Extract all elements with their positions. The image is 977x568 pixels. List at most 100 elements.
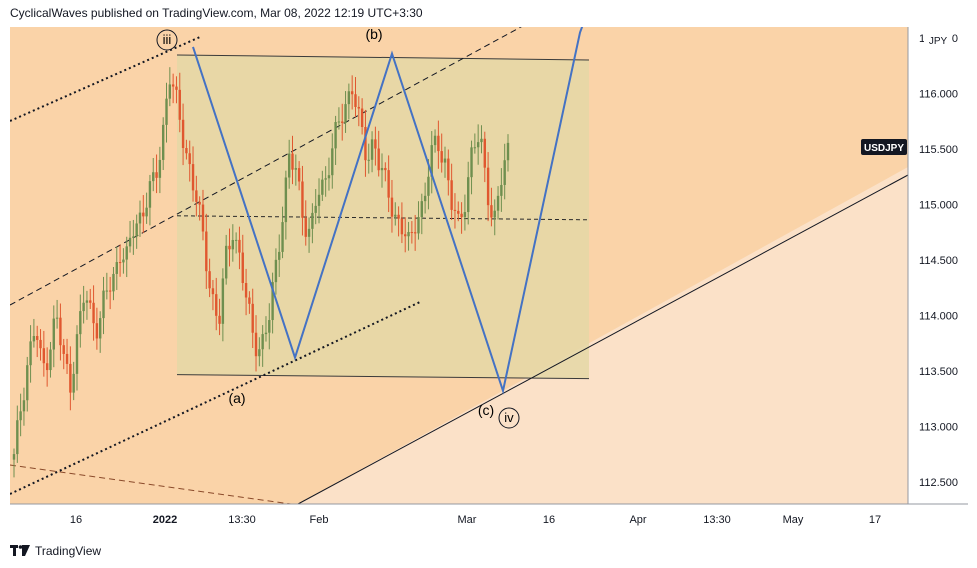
candle-body (185, 147, 188, 154)
candle (327, 157, 331, 191)
candle (145, 192, 148, 224)
candle (430, 131, 433, 194)
candle (148, 174, 152, 226)
candle-body (490, 205, 493, 218)
y-tick-label: 116.000 (919, 89, 958, 101)
candle-body (297, 168, 301, 182)
candle-body (244, 283, 248, 298)
candle-body (241, 252, 244, 284)
candle-body (92, 302, 95, 324)
candle-body (324, 178, 327, 180)
candle-body (291, 153, 294, 170)
candle (26, 356, 29, 412)
candle-body (321, 179, 324, 195)
candle (208, 258, 211, 298)
candle-body (284, 177, 288, 223)
candle (420, 193, 423, 235)
candle-body (155, 172, 158, 178)
candle-body (281, 222, 284, 252)
candle (264, 316, 268, 342)
candle (16, 405, 19, 463)
candle-body (400, 218, 404, 235)
candle (460, 202, 463, 234)
candle (158, 146, 162, 194)
candle (450, 163, 453, 220)
x-tick-label: May (783, 514, 804, 526)
candle-body (304, 217, 307, 237)
candle-body (380, 167, 384, 171)
candle (19, 393, 22, 437)
candle-body (404, 234, 407, 237)
candle-body (39, 339, 42, 349)
range-box-fill (177, 54, 589, 379)
usdjpy-chart[interactable]: iii(b)(a)(c)iv 116.500116.000115.500115.… (9, 18, 968, 534)
candle-body (307, 228, 311, 237)
candle (39, 329, 42, 361)
candle (85, 290, 89, 320)
candle-body (274, 259, 278, 283)
range-box-midline (176, 215, 590, 221)
candle-body (108, 290, 112, 292)
candle-body (148, 181, 152, 208)
candle-body (49, 349, 52, 371)
candle-body (493, 210, 496, 218)
candle-body (347, 91, 351, 105)
candle (360, 98, 364, 135)
candle (437, 120, 440, 169)
candle (407, 221, 410, 251)
wave-label-c: (c) (478, 402, 494, 418)
candle (331, 133, 334, 189)
candle (32, 318, 36, 348)
x-tick-label: Apr (629, 514, 646, 526)
candle (354, 77, 357, 118)
candle (244, 268, 248, 316)
candle (12, 448, 16, 478)
candle (79, 294, 82, 348)
candle (99, 311, 102, 353)
candle-body (12, 454, 16, 460)
candle (29, 325, 32, 383)
publisher-header: CyclicalWaves published on TradingView.c… (10, 6, 423, 20)
candle (447, 149, 450, 196)
candle (443, 146, 447, 178)
candle-body (32, 336, 36, 342)
candle (102, 276, 105, 335)
candle-body (390, 197, 394, 217)
y-tick-label: 112.500 (919, 477, 958, 489)
candle-body (42, 348, 46, 364)
axes: 116.500116.000115.500115.000114.500114.0… (10, 27, 968, 534)
candle (155, 154, 158, 194)
candle (404, 217, 407, 253)
candle-body (427, 176, 430, 196)
candle (231, 224, 235, 262)
candle (341, 103, 344, 141)
candle-body (447, 158, 450, 181)
candle-body (271, 282, 274, 321)
candle-body (168, 84, 172, 99)
candle-body (334, 122, 337, 149)
candle (95, 307, 99, 350)
candle-body (350, 91, 354, 95)
wave-zigzag (192, 18, 586, 395)
candle (284, 170, 288, 240)
price-axis-bg (908, 27, 968, 504)
candle (118, 244, 122, 277)
candle (347, 83, 351, 120)
candle (317, 178, 321, 224)
candle-body (251, 303, 254, 333)
lower-region (298, 167, 908, 504)
candle (125, 236, 128, 278)
candle-body (327, 175, 331, 179)
candle-body (486, 167, 490, 206)
candle (142, 195, 145, 234)
candle (503, 143, 506, 200)
candle-body (354, 94, 357, 107)
candle (241, 234, 244, 291)
chart-frame[interactable]: iii(b)(a)(c)iv 116.500116.000115.500115.… (9, 18, 968, 534)
x-tick-label: 13:30 (703, 514, 731, 526)
candle-body (407, 232, 410, 237)
candle-body (496, 195, 500, 211)
candle-body (112, 273, 115, 292)
candle-body (506, 142, 510, 161)
candle (334, 115, 337, 165)
